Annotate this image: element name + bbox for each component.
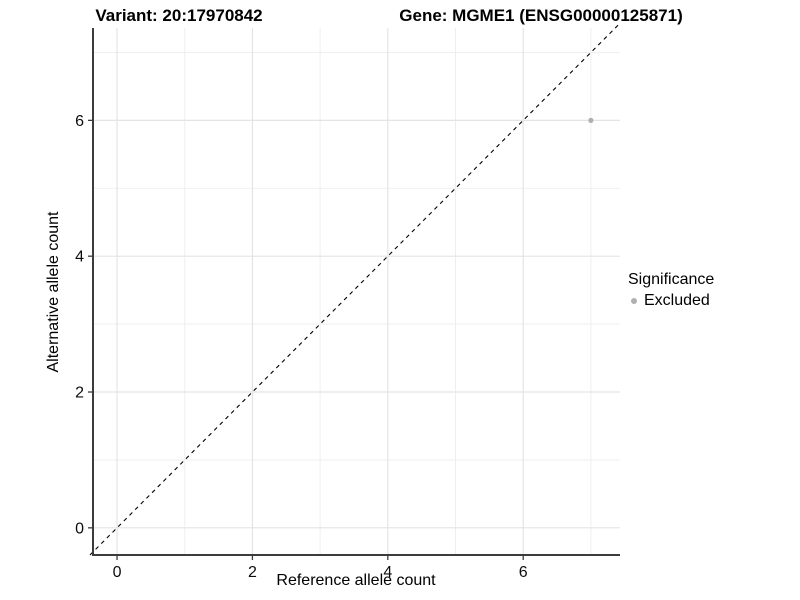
- x-tick-label: 6: [519, 564, 528, 581]
- legend-item-label: Excluded: [644, 292, 710, 309]
- y-tick-label: 6: [75, 113, 84, 130]
- y-tick-label: 0: [75, 520, 84, 537]
- y-tick-label: 2: [75, 385, 84, 402]
- y-tick-label: 4: [75, 249, 84, 266]
- x-tick-label: 4: [383, 564, 392, 581]
- gene-title: Gene: MGME1 (ENSG00000125871): [399, 6, 683, 25]
- x-tick-label: 0: [113, 564, 122, 581]
- legend-point-icon: [631, 298, 637, 304]
- legend: Significance Excluded: [628, 271, 714, 310]
- x-axis-label: Reference allele count: [276, 572, 436, 589]
- legend-item-excluded: Excluded: [628, 292, 714, 310]
- x-tick-label: 2: [248, 564, 257, 581]
- identity-dashed-line: [89, 22, 621, 556]
- legend-title: Significance: [628, 271, 715, 288]
- data-point: [588, 117, 594, 123]
- variant-title: Variant: 20:17970842: [95, 6, 263, 25]
- y-axis-label: Alternative allele count: [45, 211, 62, 373]
